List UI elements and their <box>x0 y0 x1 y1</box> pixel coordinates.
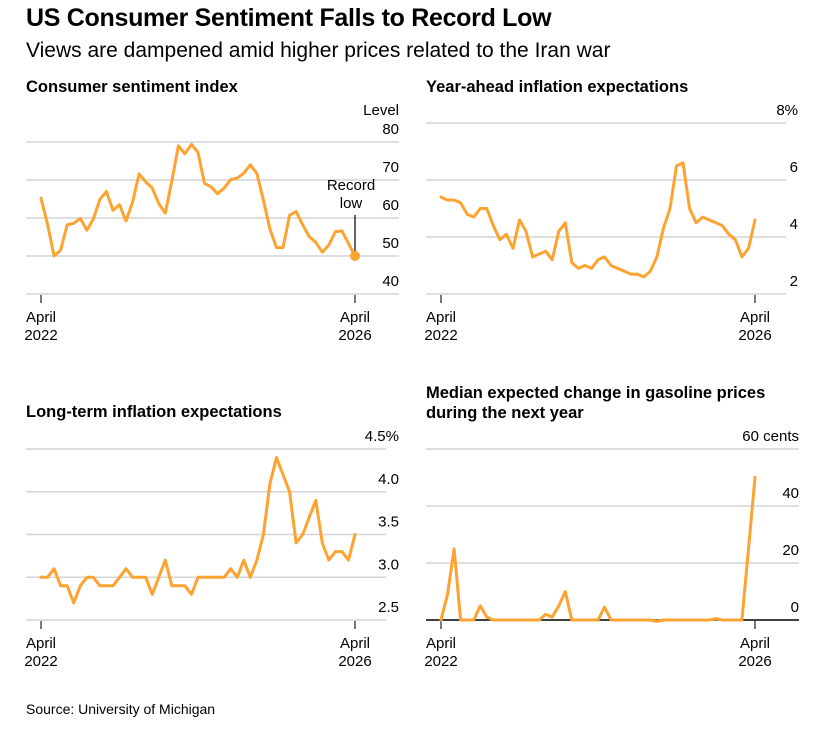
series-line <box>439 476 757 623</box>
y-tick-label: 20 <box>782 542 799 559</box>
annotation-label-line2: low <box>340 195 363 212</box>
chart-title-gasoline-line2: during the next year <box>426 404 584 422</box>
x-tick-label-year: 2022 <box>424 653 457 670</box>
y-tick-label: 50 <box>382 235 399 252</box>
y-tick-label: 40 <box>782 485 799 502</box>
series-line <box>39 456 357 605</box>
x-tick-label-year: 2026 <box>338 327 371 344</box>
page-title: US Consumer Sentiment Falls to Record Lo… <box>26 4 552 32</box>
x-tick-label-month: April <box>426 309 456 326</box>
chart-title-gasoline-line1: Median expected change in gasoline price… <box>426 384 766 402</box>
x-tick-label-month: April <box>740 635 770 652</box>
x-tick-label-month: April <box>340 309 370 326</box>
x-tick-label-year: 2026 <box>338 653 371 670</box>
series-line <box>39 142 357 258</box>
x-tick-label-year: 2022 <box>24 327 57 344</box>
x-tick-label-month: April <box>740 309 770 326</box>
record-low-marker <box>350 251 360 261</box>
source-note: Source: University of Michigan <box>26 701 216 717</box>
x-tick-label-year: 2026 <box>738 327 771 344</box>
x-tick-label-year: 2022 <box>24 653 57 670</box>
y-tick-label: 2.5 <box>378 599 399 616</box>
page-subtitle: Views are dampened amid higher prices re… <box>26 39 611 62</box>
y-tick-label: 70 <box>382 159 399 176</box>
x-tick-label-month: April <box>26 309 56 326</box>
chart-title-sentiment: Consumer sentiment index <box>26 78 238 96</box>
annotation-label-line1: Record <box>327 177 375 194</box>
y-tick-label: 2 <box>790 273 798 290</box>
x-tick-label-month: April <box>340 635 370 652</box>
y-unit-label: Level <box>363 102 399 119</box>
x-tick-label-year: 2022 <box>424 327 457 344</box>
y-tick-label: 0 <box>791 599 799 616</box>
chart-title-gasoline: Median expected change in gasoline price… <box>426 383 765 423</box>
y-tick-label: 6 <box>790 159 798 176</box>
y-tick-label: 4 <box>790 216 798 233</box>
y-tick-label: 60 cents <box>742 428 799 445</box>
y-tick-label: 60 <box>382 197 399 214</box>
series-line <box>439 161 757 279</box>
y-tick-label: 4.5% <box>365 428 399 445</box>
x-tick-label-month: April <box>26 635 56 652</box>
y-tick-label: 40 <box>382 273 399 290</box>
chart-title-long-term: Long-term inflation expectations <box>26 403 282 421</box>
y-tick-label: 8% <box>776 102 798 119</box>
x-tick-label-month: April <box>426 635 456 652</box>
y-tick-label: 80 <box>382 121 399 138</box>
x-tick-label-year: 2026 <box>738 653 771 670</box>
y-tick-label: 3.5 <box>378 514 399 531</box>
chart-title-year-ahead: Year-ahead inflation expectations <box>426 78 689 96</box>
y-tick-label: 4.0 <box>378 471 399 488</box>
y-tick-label: 3.0 <box>378 556 399 573</box>
